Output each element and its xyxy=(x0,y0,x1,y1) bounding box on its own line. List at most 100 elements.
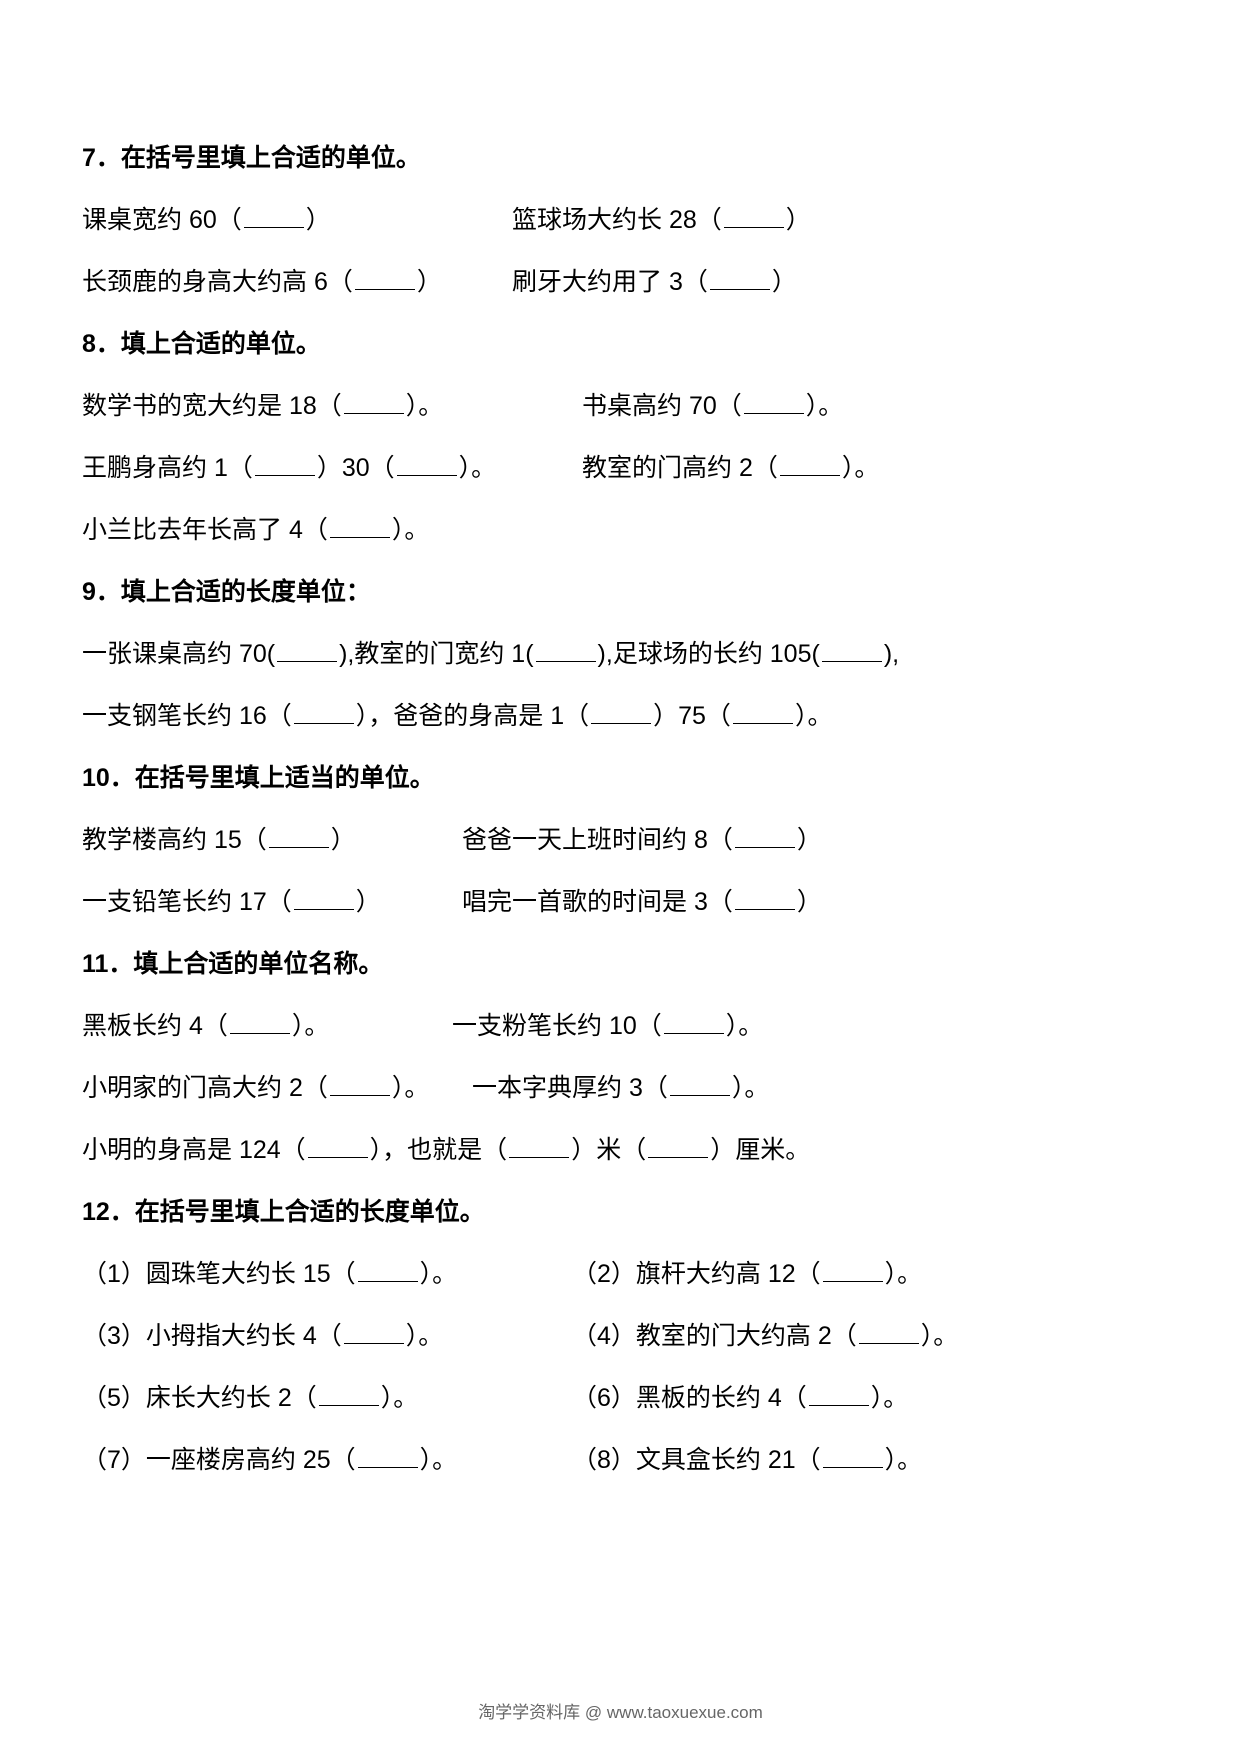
q8-r1a-end: ）。 xyxy=(406,392,444,420)
blank[interactable] xyxy=(823,1443,883,1468)
blank[interactable] xyxy=(823,1257,883,1282)
blank[interactable] xyxy=(397,451,457,476)
q9-l1c: ),足球场的长约 105( xyxy=(598,640,820,668)
q11-row2: 小明家的门高大约 2（）。 一本字典厚约 3（）。 xyxy=(82,1068,1159,1108)
q9-l2a: 一支钢笔长约 16（ xyxy=(82,702,292,730)
q9-line1: 一张课桌高约 70(),教室的门宽约 1(),足球场的长约 105(), xyxy=(82,634,1159,674)
blank[interactable] xyxy=(591,699,651,724)
q11-r1a-pre: 黑板长约 4（ xyxy=(82,1012,228,1040)
blank[interactable] xyxy=(358,1443,418,1468)
q7-r1a-pre: 课桌宽约 60（ xyxy=(82,206,242,234)
q11-r3a: 小明的身高是 124（ xyxy=(82,1136,306,1164)
q12-row4: （7）一座楼房高约 25（）。 （8）文具盒长约 21（）。 xyxy=(82,1440,1159,1480)
q7-r2b-end: ） xyxy=(772,268,797,296)
q12-r3a-end: ）。 xyxy=(381,1384,419,1412)
q10-title: 10．在括号里填上适当的单位。 xyxy=(82,758,1159,798)
q12-r4b-end: ）。 xyxy=(885,1446,923,1474)
q11-r1b-end: ）。 xyxy=(726,1012,764,1040)
q12-r3b-end: ）。 xyxy=(871,1384,909,1412)
q12-row1: （1）圆珠笔大约长 15（ ）。 （2）旗杆大约高 12（ ）。 xyxy=(82,1254,1159,1294)
q11-r3b: ），也就是（ xyxy=(370,1136,508,1164)
q9-l2b: ），爸爸的身高是 1（ xyxy=(356,702,589,730)
blank[interactable] xyxy=(277,637,337,662)
q12-row3: （5）床长大约长 2（）。 （6）黑板的长约 4（）。 xyxy=(82,1378,1159,1418)
q12-title: 12．在括号里填上合适的长度单位。 xyxy=(82,1192,1159,1232)
blank[interactable] xyxy=(269,823,329,848)
q8-r2a-end: ）。 xyxy=(459,454,497,482)
q7-r1b-pre: 篮球场大约长 28（ xyxy=(512,206,722,234)
blank[interactable] xyxy=(230,1009,290,1034)
q10-r1a-end: ） xyxy=(331,826,356,854)
q9-title: 9．填上合适的长度单位： xyxy=(82,572,1159,612)
q7-row1: 课桌宽约 60（） 篮球场大约长 28（） xyxy=(82,200,1159,240)
blank[interactable] xyxy=(809,1381,869,1406)
q12-r3b-pre: （6）黑板的长约 4（ xyxy=(572,1384,807,1412)
q9-l2c: ）75（ xyxy=(653,702,731,730)
blank[interactable] xyxy=(664,1009,724,1034)
blank[interactable] xyxy=(648,1133,708,1158)
blank[interactable] xyxy=(724,203,784,228)
q8-r1a-pre: 数学书的宽大约是 18（ xyxy=(82,392,342,420)
q11-r1a-end: ）。 xyxy=(292,1012,330,1040)
blank[interactable] xyxy=(670,1071,730,1096)
blank[interactable] xyxy=(319,1381,379,1406)
q12-row2: （3）小拇指大约长 4（）。 （4）教室的门大约高 2（）。 xyxy=(82,1316,1159,1356)
q12-r4a-end: ）。 xyxy=(420,1446,458,1474)
blank[interactable] xyxy=(294,699,354,724)
blank[interactable] xyxy=(509,1133,569,1158)
blank[interactable] xyxy=(735,823,795,848)
blank[interactable] xyxy=(330,1071,390,1096)
blank[interactable] xyxy=(344,1319,404,1344)
blank[interactable] xyxy=(822,637,882,662)
q7-r1b-end: ） xyxy=(786,206,811,234)
q10-row1: 教学楼高约 15（） 爸爸一天上班时间约 8（） xyxy=(82,820,1159,860)
q7-r2b-pre: 刷牙大约用了 3（ xyxy=(512,268,708,296)
blank[interactable] xyxy=(344,389,404,414)
q8-r1b-pre: 书桌高约 70（ xyxy=(582,392,742,420)
blank[interactable] xyxy=(780,451,840,476)
q12-r2b-end: ）。 xyxy=(921,1322,959,1350)
q10-r1b-end: ） xyxy=(797,826,822,854)
blank[interactable] xyxy=(244,203,304,228)
q8-title: 8．填上合适的单位。 xyxy=(82,324,1159,364)
q7-r2a-pre: 长颈鹿的身高大约高 6（ xyxy=(82,268,353,296)
blank[interactable] xyxy=(358,1257,418,1282)
blank[interactable] xyxy=(308,1133,368,1158)
q11-row3: 小明的身高是 124（），也就是（）米（）厘米。 xyxy=(82,1130,1159,1170)
blank[interactable] xyxy=(744,389,804,414)
q8-r3-end: ）。 xyxy=(392,516,430,544)
q11-r3-end: ）厘米。 xyxy=(710,1136,810,1164)
q11-r2b-pre: 一本字典厚约 3（ xyxy=(472,1074,668,1102)
blank[interactable] xyxy=(536,637,596,662)
q11-r2a-pre: 小明家的门高大约 2（ xyxy=(82,1074,328,1102)
blank[interactable] xyxy=(735,885,795,910)
q10-r2a-end: ） xyxy=(356,888,381,916)
q9-l1-end: ), xyxy=(884,640,899,668)
q10-r2b-pre: 唱完一首歌的时间是 3（ xyxy=(462,888,733,916)
blank[interactable] xyxy=(710,265,770,290)
q7-r2a-end: ） xyxy=(417,268,442,296)
q12-r1a-end: ）。 xyxy=(420,1260,458,1288)
q8-row3: 小兰比去年长高了 4（）。 xyxy=(82,510,1159,550)
blank[interactable] xyxy=(255,451,315,476)
q11-r1b-pre: 一支粉笔长约 10（ xyxy=(452,1012,662,1040)
q11-title: 11．填上合适的单位名称。 xyxy=(82,944,1159,984)
blank[interactable] xyxy=(733,699,793,724)
q12-r4b-pre: （8）文具盒长约 21（ xyxy=(572,1446,821,1474)
blank[interactable] xyxy=(330,513,390,538)
q12-r2a-end: ）。 xyxy=(406,1322,444,1350)
blank[interactable] xyxy=(294,885,354,910)
q8-row1: 数学书的宽大约是 18（）。 书桌高约 70（）。 xyxy=(82,386,1159,426)
q8-r2a2: ）30（ xyxy=(317,454,395,482)
blank[interactable] xyxy=(355,265,415,290)
q12-r1b-end: ）。 xyxy=(885,1260,923,1288)
q8-r2a1: 王鹏身高约 1（ xyxy=(82,454,253,482)
q12-r1b-pre: （2）旗杆大约高 12（ xyxy=(572,1260,821,1288)
footer: 淘学学资料库 @ www.taoxuexue.com xyxy=(0,1699,1241,1726)
q10-row2: 一支铅笔长约 17（） 唱完一首歌的时间是 3（） xyxy=(82,882,1159,922)
q10-r1a-pre: 教学楼高约 15（ xyxy=(82,826,267,854)
q9-line2: 一支钢笔长约 16（），爸爸的身高是 1（）75（）。 xyxy=(82,696,1159,736)
blank[interactable] xyxy=(859,1319,919,1344)
q11-r2b-end: ）。 xyxy=(732,1074,770,1102)
q12-r1a-pre: （1）圆珠笔大约长 15（ xyxy=(82,1260,356,1288)
